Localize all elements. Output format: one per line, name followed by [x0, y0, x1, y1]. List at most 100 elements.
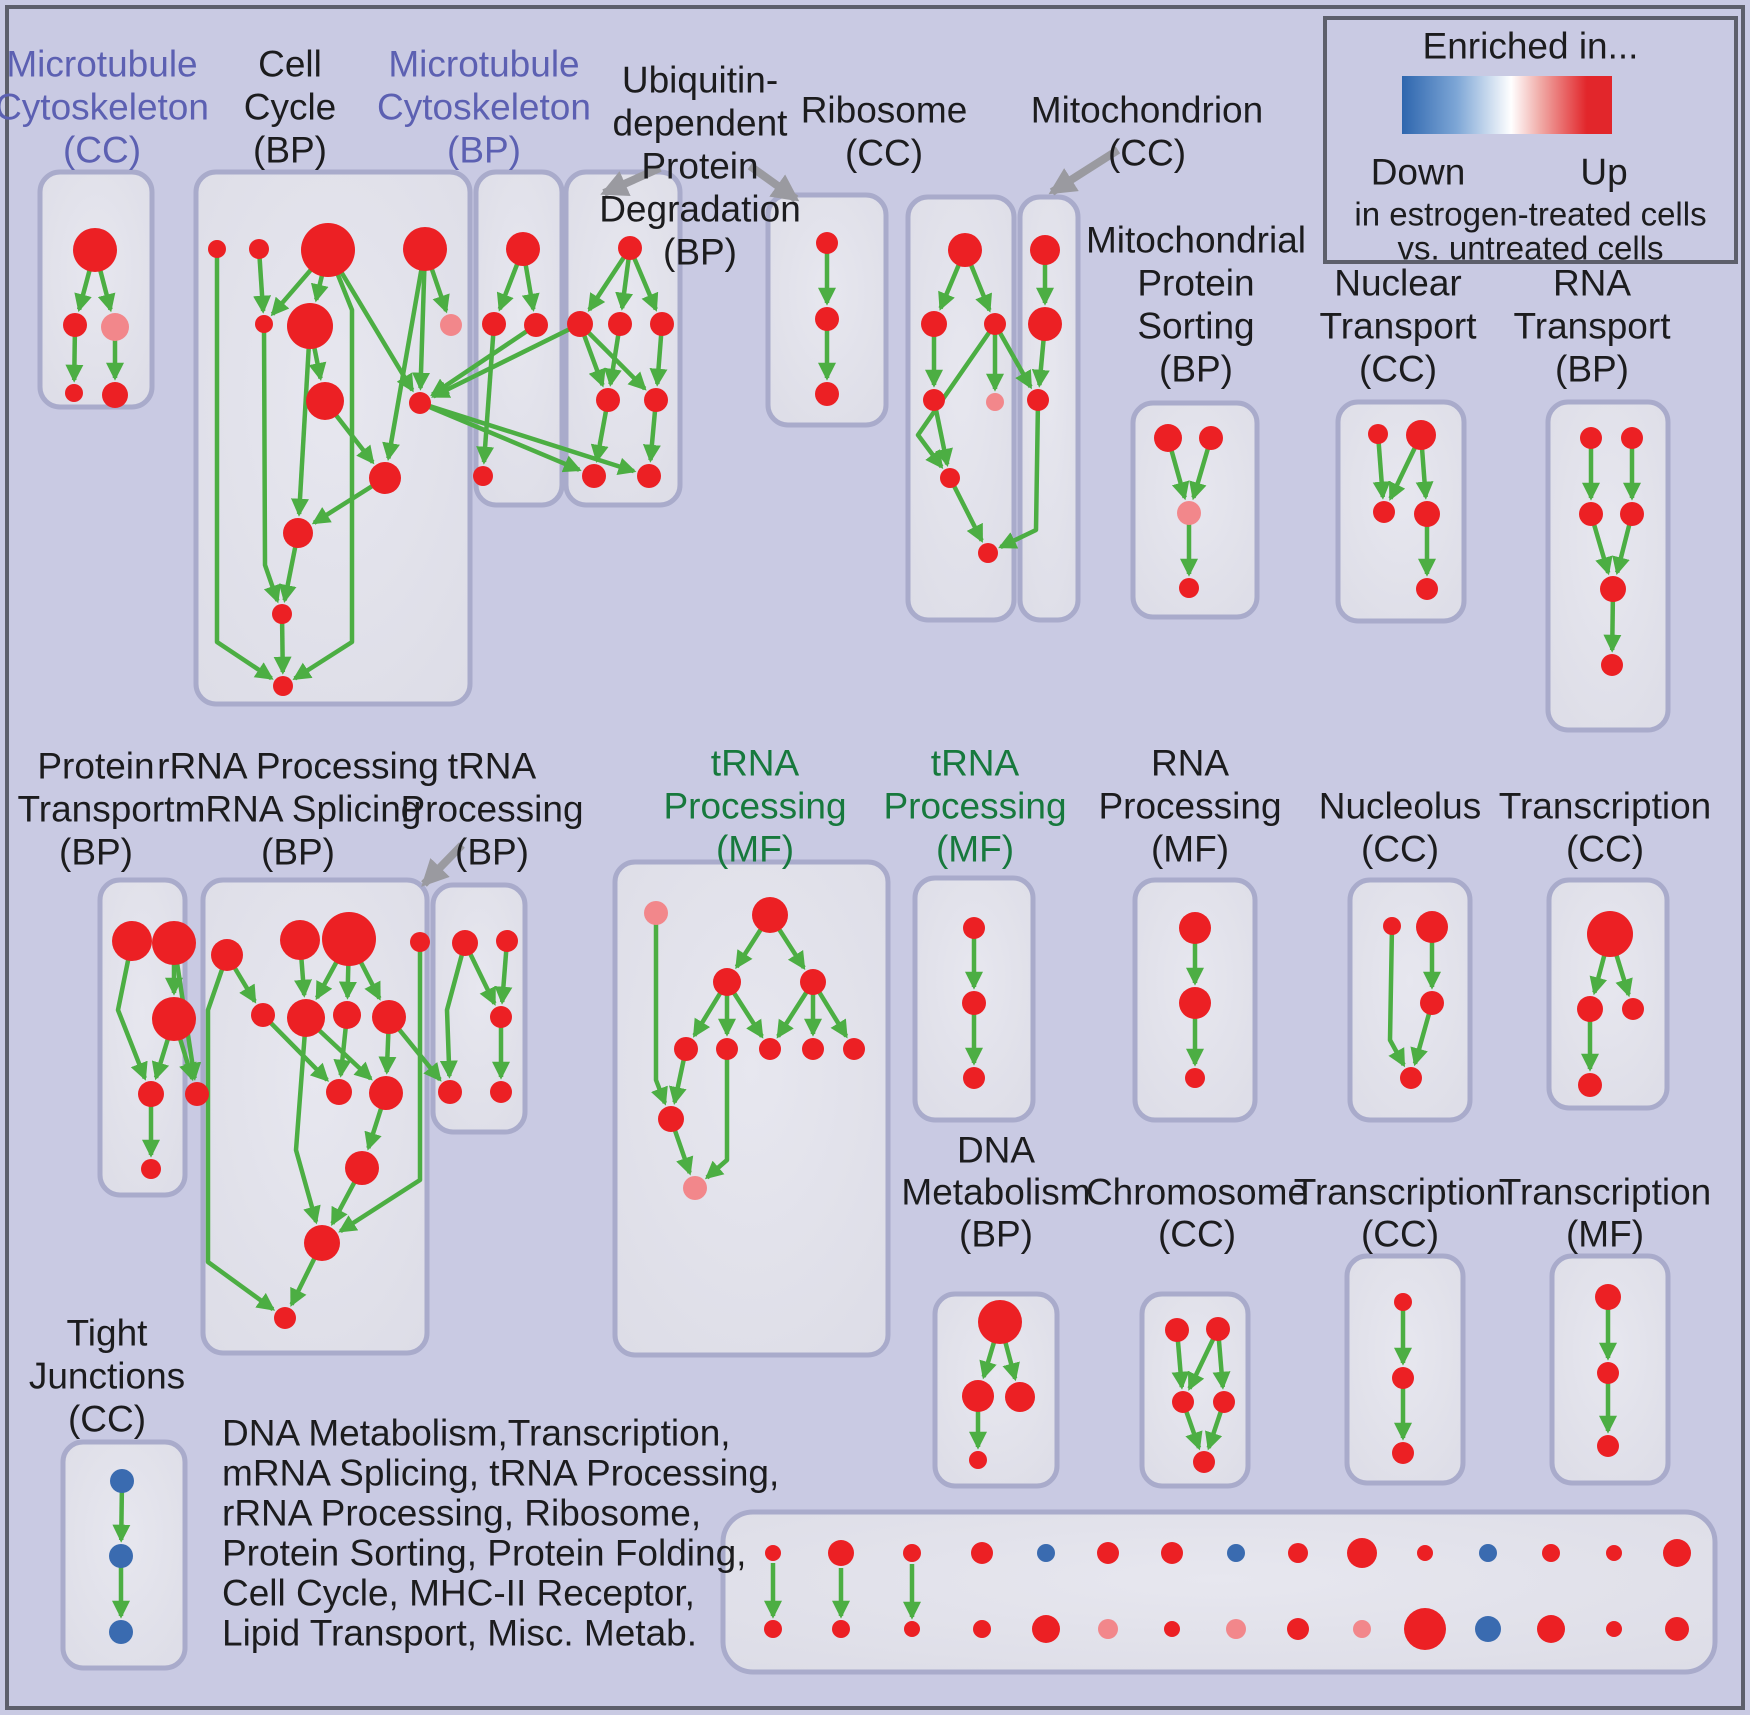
node-mt_bp-0	[506, 232, 540, 266]
strip-node	[1665, 1617, 1689, 1641]
node-mito_sort-3	[1179, 578, 1199, 598]
node-chromosome-1	[1206, 1317, 1230, 1341]
strip-node	[1537, 1615, 1565, 1643]
cluster-label-rrna: (BP)	[261, 832, 335, 873]
footnote-line-5: Lipid Transport, Misc. Metab.	[222, 1613, 697, 1654]
cluster-label-mito_cc: (CC)	[1108, 133, 1186, 174]
cluster-label-trna_mf_small: tRNA	[931, 743, 1020, 784]
cluster-label-trna_bp: (BP)	[455, 832, 529, 873]
node-rrna-2	[322, 912, 376, 966]
edge-arrow	[292, 249, 355, 681]
cluster-label-ubiq_a: Ubiquitin-	[622, 60, 778, 101]
edge-arrow	[651, 913, 668, 1106]
strip-node	[1404, 1608, 1446, 1650]
edge-arrow	[382, 248, 428, 461]
cluster-label-mt_bp: (BP)	[447, 130, 521, 171]
node-trna_mf_small-1	[962, 991, 986, 1015]
node-cell_cycle-12	[273, 676, 293, 696]
node-trna_mf_big-9	[658, 1106, 684, 1132]
node-ribosome-3	[923, 389, 945, 411]
node-ubiq_a-3	[650, 312, 674, 336]
node-cell_cycle-10	[283, 518, 313, 548]
node-cell_cycle-2	[301, 223, 355, 277]
cluster-label-nucleolus: (CC)	[1361, 829, 1439, 870]
edge-arrow	[419, 400, 637, 476]
cluster-label-mt_cc: Microtubule	[6, 44, 197, 85]
figure-border	[5, 5, 1745, 1710]
cluster-label-nuclear_transport: Transport	[1320, 306, 1478, 347]
node-trna_mf_small-2	[963, 1067, 985, 1089]
strip-node	[1161, 1542, 1183, 1564]
node-mito_cc-0	[1030, 235, 1060, 265]
edge-arrow	[998, 399, 1041, 550]
strip-node	[1353, 1620, 1371, 1638]
cluster-label-chromosome: (CC)	[1158, 1214, 1236, 1255]
cluster-label-ribosome: Ribosome	[801, 90, 968, 131]
node-trna_bp-1	[496, 930, 518, 952]
legend-box	[1323, 16, 1738, 264]
strip-node	[1287, 1618, 1309, 1640]
node-trna_mf_big-3	[800, 969, 826, 995]
node-ubiq_b-1	[815, 307, 839, 331]
node-trna_mf_big-10	[683, 1176, 707, 1200]
node-ubiq_b-0	[816, 232, 838, 254]
strip-node	[765, 1545, 781, 1561]
node-transcription_cc1-1	[1577, 996, 1603, 1022]
node-chromosome-3	[1213, 1391, 1235, 1413]
node-tight_junctions-2	[109, 1620, 133, 1644]
label-pointer-arrow	[1048, 146, 1121, 196]
cluster-label-tight_junctions: Junctions	[29, 1356, 185, 1397]
node-rrna-7	[372, 1000, 406, 1034]
node-chromosome-0	[1165, 1318, 1189, 1342]
strip-node	[1606, 1545, 1622, 1561]
edge-arrow	[291, 325, 313, 517]
node-mt_bp-3	[473, 466, 493, 486]
node-protein_transport-2	[152, 997, 196, 1041]
node-transcription_mf-1	[1597, 1362, 1619, 1384]
strip-node	[1037, 1544, 1055, 1562]
footnote-line-4: Cell Cycle, MHC-II Receptor,	[222, 1573, 695, 1614]
node-nucleolus-0	[1383, 917, 1401, 935]
cluster-label-ubiq_a: (BP)	[663, 232, 737, 273]
cluster-label-nuclear_transport: (CC)	[1359, 349, 1437, 390]
cluster-label-rna_proc_mf: Processing	[1098, 786, 1281, 827]
node-rrna-1	[280, 920, 320, 960]
edge-arrow	[338, 942, 423, 1233]
cluster-label-mito_cc: Mitochondrion	[1031, 90, 1263, 131]
node-rna_transport-0	[1580, 427, 1602, 449]
node-rrna-6	[333, 1001, 361, 1029]
node-trna_bp-3	[438, 1080, 462, 1104]
strip-node	[1288, 1543, 1308, 1563]
node-trna_mf_big-5	[716, 1038, 738, 1060]
edge-arrow	[430, 321, 581, 399]
cluster-label-trna_mf_big: tRNA	[711, 743, 800, 784]
node-mt_bp-2	[524, 313, 548, 337]
cluster-label-nuclear_transport: Nuclear	[1334, 263, 1462, 304]
node-trna_mf_big-6	[759, 1038, 781, 1060]
cluster-label-transcription_cc1: Transcription	[1499, 786, 1711, 827]
cluster-label-tight_junctions: Tight	[67, 1313, 149, 1354]
node-rna_transport-2	[1579, 502, 1603, 526]
node-protein_transport-1	[152, 921, 196, 965]
node-ribosome-1	[921, 311, 947, 337]
strip-node	[764, 1620, 782, 1638]
strip-node	[1606, 1621, 1622, 1637]
strip-node	[971, 1542, 993, 1564]
strip-node	[1226, 1619, 1246, 1639]
cluster-label-trna_mf_big: Processing	[663, 786, 846, 827]
strip-node	[1479, 1544, 1497, 1562]
cluster-label-dna_metab: Metabolism	[901, 1172, 1090, 1213]
node-nuclear_transport-4	[1416, 578, 1438, 600]
node-mt_cc-3	[65, 384, 83, 402]
node-trna_bp-0	[452, 930, 478, 956]
cluster-label-mito_sort: Protein	[1137, 263, 1254, 304]
cluster-label-mito_sort: Sorting	[1137, 306, 1254, 347]
footnote-line-1: mRNA Splicing, tRNA Processing,	[222, 1453, 779, 1494]
node-rrna-11	[304, 1225, 340, 1261]
node-trna_bp-2	[490, 1006, 512, 1028]
node-cell_cycle-1	[249, 239, 269, 259]
edge-arrow	[411, 248, 430, 391]
cluster-box-dna_metab	[932, 1291, 1060, 1489]
node-mt_cc-0	[73, 228, 117, 272]
node-rrna-0	[211, 939, 243, 971]
